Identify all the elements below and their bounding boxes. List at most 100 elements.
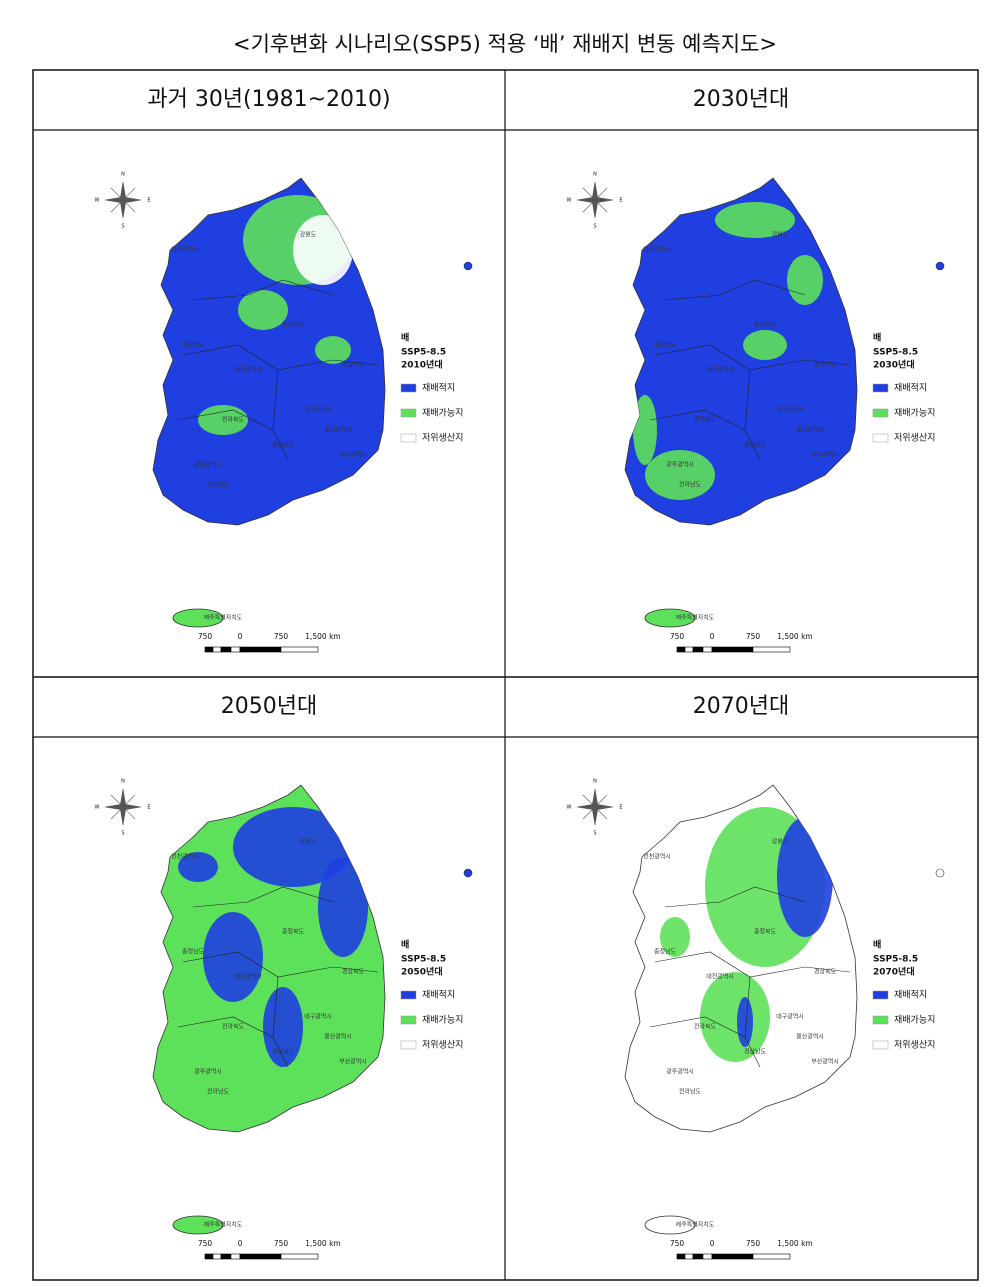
suitability-zone xyxy=(777,817,833,937)
legend-label: 재배가능지 xyxy=(422,408,463,419)
region-label: 전라북도 xyxy=(694,1023,717,1031)
scale-label: 750 xyxy=(274,1239,289,1248)
compass-label: W xyxy=(567,805,572,811)
ulleung-island xyxy=(463,868,473,878)
legend-swatch xyxy=(400,990,417,1000)
compass-label: E xyxy=(619,805,622,811)
region-label: 부산광역시 xyxy=(811,451,839,459)
legend-swatch xyxy=(400,1015,417,1025)
suitability-zone xyxy=(233,807,353,887)
ulleung-island xyxy=(935,261,945,271)
region-label: 경상남도 xyxy=(272,1048,295,1056)
scale-label: 750 xyxy=(746,632,761,641)
compass-label: E xyxy=(147,198,150,204)
legend-swatch xyxy=(872,1040,889,1050)
region-label: 전라남도 xyxy=(679,481,702,489)
legend-crop: 배 xyxy=(401,939,409,951)
compass-rose xyxy=(576,788,614,826)
land-zones xyxy=(178,807,368,1067)
scale-bar-segment xyxy=(692,646,704,653)
scale-bar-segment xyxy=(702,1253,713,1260)
panel-header: 2050년대 xyxy=(221,694,317,719)
compass-label: N xyxy=(121,172,125,178)
scale-bar-segment xyxy=(212,1253,222,1260)
legend-period: 2010년대 xyxy=(401,359,443,371)
legend-swatch xyxy=(400,408,417,418)
province-borders xyxy=(649,279,851,461)
scale-bar-segment xyxy=(752,646,791,653)
scale-label: 1,500 km xyxy=(305,632,341,641)
compass-label: W xyxy=(95,198,100,204)
compass-label: S xyxy=(121,831,124,837)
scale-label: 750 xyxy=(670,632,685,641)
region-label: 부산광역시 xyxy=(811,1058,839,1066)
panel-header: 과거 30년(1981~2010) xyxy=(147,87,390,112)
suitability-zone xyxy=(660,917,690,957)
compass-label: E xyxy=(147,805,150,811)
ulleung-island xyxy=(935,868,945,878)
figure-title: <기후변화 시나리오(SSP5) 적용 ‘배’ 재배지 변동 예측지도> xyxy=(233,32,777,56)
region-label: 경상북도 xyxy=(814,968,837,976)
suitability-zone xyxy=(293,215,353,285)
region-label: 제주특별자치도 xyxy=(204,614,243,622)
region-label: 대구광역시 xyxy=(304,1013,332,1021)
legend-label: 재배가능지 xyxy=(422,1015,463,1026)
suitability-zone xyxy=(238,290,288,330)
suitability-zone xyxy=(198,405,248,435)
suitability-zone xyxy=(315,336,351,364)
scale-label: 0 xyxy=(238,632,243,641)
legend-swatch xyxy=(872,1015,889,1025)
region-label: 대전광역시 xyxy=(706,973,734,981)
suitability-zone xyxy=(203,912,263,1002)
legend-label: 재배적지 xyxy=(894,989,927,1001)
suitability-zone xyxy=(787,255,823,305)
legend-label: 재배적지 xyxy=(422,382,455,394)
scale-label: 750 xyxy=(198,1239,213,1248)
region-label: 강원도 xyxy=(772,231,789,239)
region-label: 인천광역시 xyxy=(171,246,199,254)
region-label: 대구광역시 xyxy=(304,406,332,414)
legend-crop: 배 xyxy=(873,332,881,344)
legend-label: 저위생산지 xyxy=(894,433,935,444)
compass-label: E xyxy=(619,198,622,204)
region-label: 대구광역시 xyxy=(776,406,804,414)
scale-bar-segment xyxy=(684,646,694,653)
region-label: 경상북도 xyxy=(342,361,365,369)
region-label: 대전광역시 xyxy=(234,366,262,374)
legend-swatch xyxy=(400,1040,417,1050)
suitability-zone xyxy=(700,972,770,1062)
legend-label: 저위생산지 xyxy=(422,1040,463,1051)
region-label: 충청북도 xyxy=(754,928,777,936)
region-label: 제주특별자치도 xyxy=(676,614,715,622)
region-label: 경상남도 xyxy=(272,441,295,449)
compass-label: S xyxy=(593,831,596,837)
suitability-zone xyxy=(633,395,657,465)
province-borders xyxy=(177,279,379,461)
region-label: 전라남도 xyxy=(207,1088,230,1096)
region-label: 대구광역시 xyxy=(776,1013,804,1021)
suitability-zone xyxy=(645,450,715,500)
region-label: 울산광역시 xyxy=(796,1033,824,1041)
suitability-zone xyxy=(737,997,753,1047)
scale-bar-segment xyxy=(676,646,686,653)
region-label: 충청남도 xyxy=(654,948,677,956)
scale-bar-segment xyxy=(220,1253,232,1260)
scale-label: 750 xyxy=(746,1239,761,1248)
ulleung-island xyxy=(463,261,473,271)
scale-bar-segment xyxy=(280,1253,319,1260)
region-label: 울산광역시 xyxy=(324,1033,352,1041)
legend-label: 저위생산지 xyxy=(894,1040,935,1051)
compass-rose xyxy=(104,788,142,826)
legend-scenario: SSP5-8.5 xyxy=(873,348,918,358)
region-label: 전라북도 xyxy=(694,416,717,424)
legend-period: 2050년대 xyxy=(401,966,443,978)
region-label: 경상북도 xyxy=(814,361,837,369)
region-label: 대전광역시 xyxy=(234,973,262,981)
region-label: 부산광역시 xyxy=(339,1058,367,1066)
region-label: 광주광역시 xyxy=(194,461,222,469)
region-label: 충청남도 xyxy=(182,341,205,349)
compass-label: N xyxy=(121,779,125,785)
